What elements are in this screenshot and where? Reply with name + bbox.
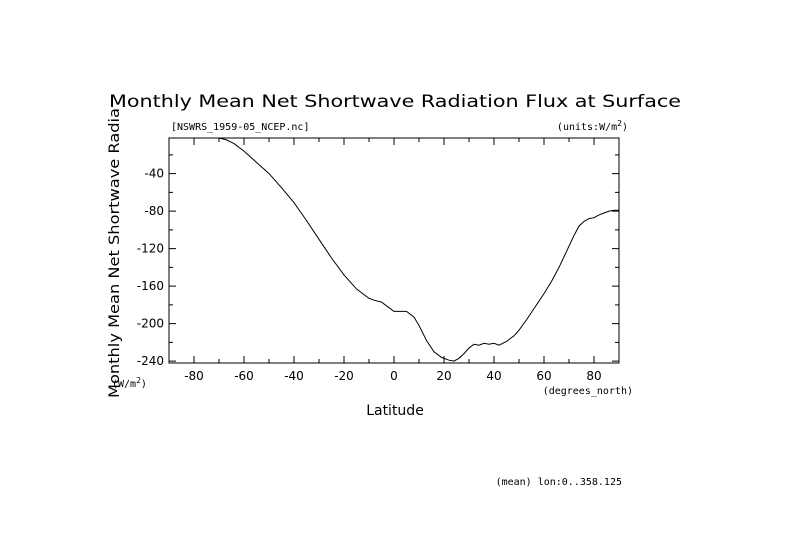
units-label: (units:W/m2) (557, 119, 628, 133)
y-tick-label: -160 (137, 279, 164, 293)
x-tick-label: 60 (536, 369, 551, 383)
x-tick-label: 0 (390, 369, 398, 383)
x-axis-label: Latitude (366, 403, 424, 419)
footnote: (mean) lon:0..358.125 (496, 477, 622, 488)
x-tick-label: 20 (436, 369, 451, 383)
chart-title: Monthly Mean Net Shortwave Radiation Flu… (109, 92, 681, 112)
x-tick-label: 80 (586, 369, 601, 383)
x-tick-label: -20 (334, 369, 354, 383)
x-axis-units: (degrees_north) (543, 386, 633, 397)
series-line (214, 137, 619, 362)
x-tick-label: -80 (184, 369, 204, 383)
file-label: [NSWRS_1959-05_NCEP.nc] (171, 122, 309, 133)
y-tick-label: -240 (137, 354, 164, 368)
x-axis-ticks: -80 -60 -40 -20 0 20 40 60 80 (168, 138, 620, 383)
y-axis-label: Monthly Mean Net Shortwave Radia (107, 108, 123, 398)
y-tick-label: -120 (137, 242, 164, 256)
y-axis-ticks: -40 -80 -120 -160 -200 -240 (137, 154, 619, 368)
x-tick-label: -60 (234, 369, 254, 383)
y-tick-label: -200 (137, 317, 164, 331)
x-tick-label: 40 (486, 369, 501, 383)
y-axis-units: (W/m2) (112, 376, 147, 390)
plot-frame (168, 137, 620, 364)
y-tick-label: -40 (144, 167, 164, 181)
x-tick-label: -40 (284, 369, 304, 383)
y-tick-label: -80 (144, 204, 164, 218)
